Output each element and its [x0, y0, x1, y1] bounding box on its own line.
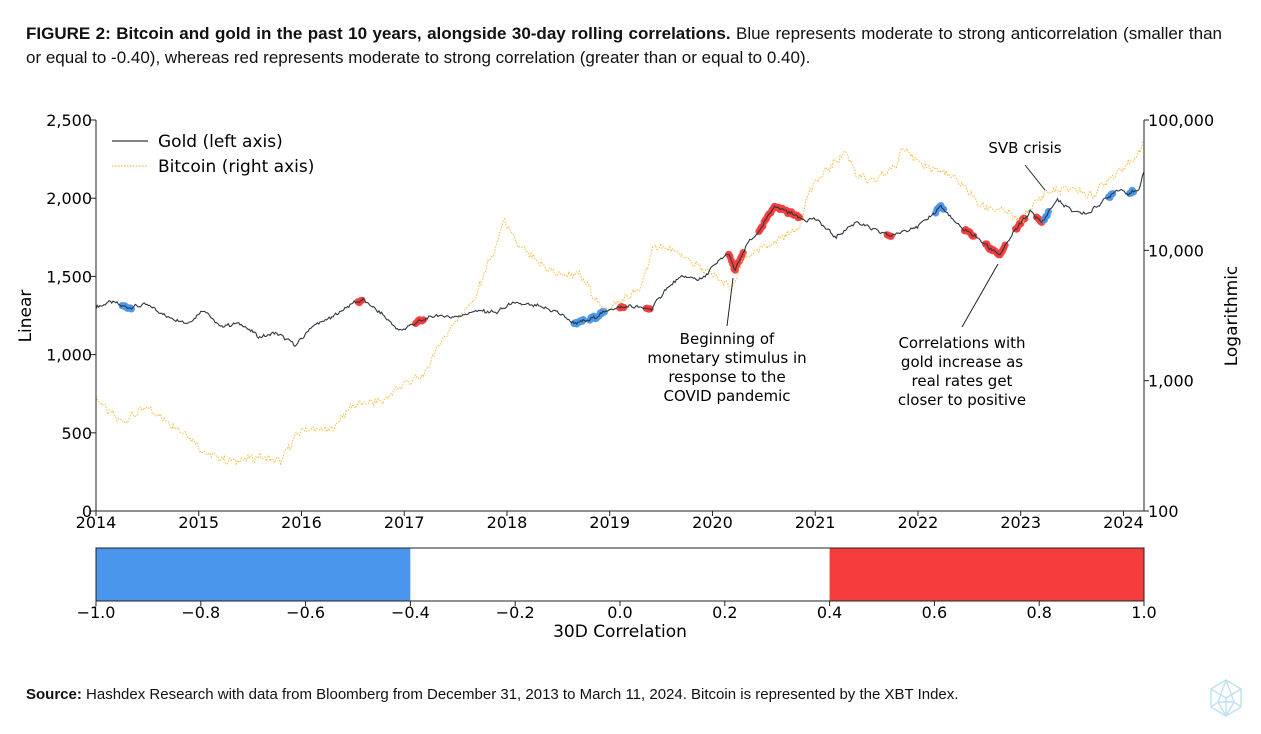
annotation-rates-line4: closer to positive	[898, 391, 1026, 409]
y2-tick-labels: 100 1,000 10,000 100,000	[1144, 111, 1214, 521]
colorbar: −1.0 −0.8 −0.6 −0.4 −0.2 0.0 0.2 0.4 0.6 0.8 1.0 3…	[77, 547, 1157, 642]
legend-gold-label: Gold (left axis)	[158, 132, 283, 152]
gold-series-line	[95, 171, 1145, 348]
y2-tick-label: 1,000	[1148, 372, 1194, 391]
x-tick-label: 2019	[589, 513, 630, 532]
x-tick-label: 2023	[1000, 513, 1041, 532]
plot-axes	[95, 120, 1145, 512]
colorbar-band	[96, 548, 411, 601]
annotation-svb-arrow	[1024, 164, 1046, 191]
source-note: Source: Hashdex Research with data from …	[26, 686, 958, 703]
y-tick-label: 0	[82, 502, 92, 521]
x-tick-label: 2014	[76, 513, 117, 532]
annotations: SVB crisis Beginning of monetary stimulu…	[647, 139, 1061, 409]
annotation-rates-arrow	[961, 263, 999, 328]
x-tick-label: 2021	[795, 513, 836, 532]
y2-tick-label: 100	[1148, 502, 1179, 521]
y2-tick-label: 100,000	[1148, 111, 1214, 130]
y-axis-label: Linear	[16, 290, 36, 343]
colorbar-band	[410, 548, 830, 601]
colorbar-tick-label: −0.2	[496, 603, 535, 622]
colorbar-tick-label: 0.6	[922, 603, 947, 622]
y-tick-label: 1,500	[46, 267, 92, 286]
x-tick-label: 2015	[178, 513, 219, 532]
bitcoin-series-line	[95, 140, 1145, 466]
y-tick-label: 2,000	[46, 189, 92, 208]
source-text: Hashdex Research with data from Bloomber…	[86, 686, 959, 703]
colorbar-label: 30D Correlation	[553, 622, 687, 642]
annotation-covid-line1: Beginning of	[680, 330, 775, 348]
x-tick-label: 2016	[281, 513, 322, 532]
x-tick-label: 2020	[692, 513, 733, 532]
annotation-rates-line1: Correlations with	[898, 334, 1025, 352]
colorbar-bands	[96, 548, 1144, 601]
colorbar-tick-label: −0.6	[286, 603, 325, 622]
colorbar-tick-label: 0.0	[607, 603, 632, 622]
source-label: Source:	[26, 686, 82, 703]
colorbar-tick-label: −0.4	[391, 603, 430, 622]
x-tick-label: 2017	[384, 513, 425, 532]
figure-label: FIGURE 2:	[26, 24, 111, 43]
annotation-covid-arrow	[726, 277, 734, 327]
figure-description: Blue represents moderate to strong antic…	[26, 24, 1223, 67]
x-tick-label: 2018	[487, 513, 528, 532]
colorbar-band	[829, 548, 1144, 601]
annotation-rates-line3: real rates get	[912, 372, 1013, 390]
legend-bitcoin-label: Bitcoin (right axis)	[158, 157, 314, 177]
y-tick-labels: 0 500 1,000 1,500 2,000 2,500	[46, 111, 96, 521]
figure-caption: FIGURE 2: Bitcoin and gold in the past 1…	[26, 22, 1222, 70]
annotation-covid-line2: monetary stimulus in	[647, 349, 806, 367]
colorbar-tick-label: −1.0	[77, 603, 116, 622]
x-tick-labels: 2014 2015 2016 2017 2018 2019 2020 2021 2022 2023…	[76, 511, 1144, 532]
y-tick-label: 1,000	[46, 346, 92, 365]
x-tick-label: 2022	[898, 513, 939, 532]
y-tick-label: 500	[61, 424, 92, 443]
colorbar-tick-label: 0.2	[712, 603, 737, 622]
annotation-covid-line4: COVID pandemic	[663, 387, 790, 405]
colorbar-tick-label: 0.8	[1026, 603, 1051, 622]
y2-tick-label: 10,000	[1148, 241, 1204, 260]
main-plot: 2014 2015 2016 2017 2018 2019 2020 2021 2022 2023…	[16, 111, 1242, 532]
annotation-svb: SVB crisis	[988, 139, 1061, 157]
figure-title: Bitcoin and gold in the past 10 years, a…	[116, 24, 731, 43]
legend: Gold (left axis) Bitcoin (right axis)	[112, 132, 314, 177]
y2-axis-label: Logarithmic	[1222, 266, 1242, 367]
colorbar-tick-label: 1.0	[1131, 603, 1156, 622]
colorbar-ticks: −1.0 −0.8 −0.6 −0.4 −0.2 0.0 0.2 0.4 0.6 0.8 1.0	[77, 601, 1157, 622]
hashdex-logo-icon	[1210, 679, 1242, 717]
y-tick-label: 2,500	[46, 111, 92, 130]
colorbar-tick-label: 0.4	[817, 603, 842, 622]
x-tick-label: 2024	[1103, 513, 1144, 532]
annotation-covid-line3: response to the	[668, 368, 785, 386]
colorbar-tick-label: −0.8	[181, 603, 220, 622]
annotation-rates-line2: gold increase as	[901, 353, 1023, 371]
